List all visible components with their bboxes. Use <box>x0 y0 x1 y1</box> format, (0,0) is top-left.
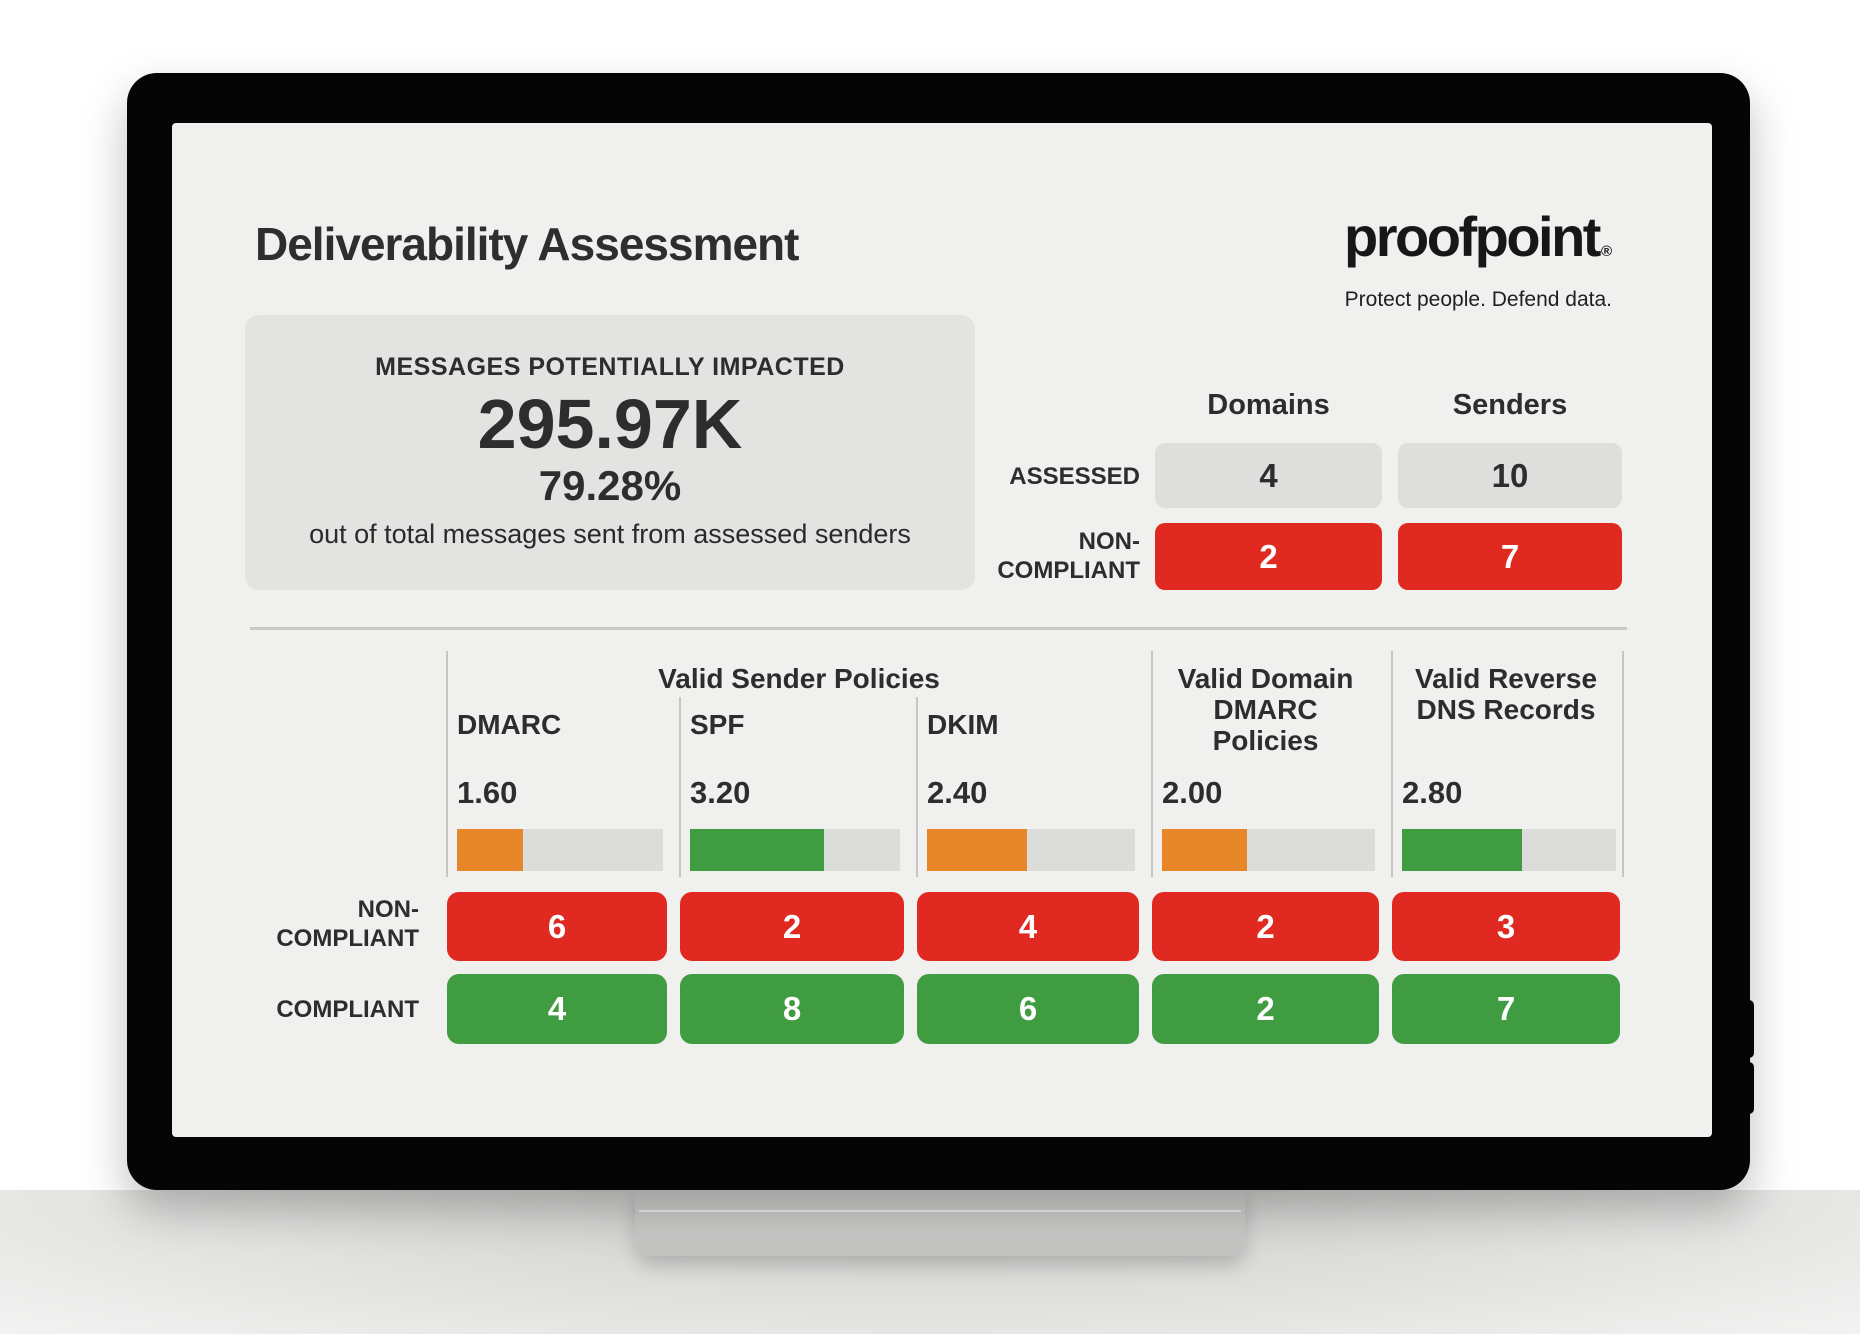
brand-tagline: Protect people. Defend data. <box>1344 288 1612 311</box>
compliant-count: 8 <box>680 974 904 1044</box>
assessed-domains-value: 4 <box>1155 443 1382 508</box>
summary-row-label-assessed: ASSESSED <box>1009 463 1140 490</box>
noncompliant-count: 4 <box>917 892 1139 961</box>
policy-column-dmarc: DMARC 1.60 6 4 <box>447 651 667 1045</box>
dashboard-screen: Deliverability Assessment proofpoint ® Pr… <box>172 123 1712 1137</box>
impact-percent: 79.28% <box>538 462 682 509</box>
section-divider <box>250 627 1627 630</box>
column-label: DKIM <box>927 709 999 740</box>
noncompliant-count: 2 <box>680 892 904 961</box>
policy-column-dkim: DKIM 2.40 4 6 <box>917 651 1139 1045</box>
monitor-stand <box>635 1186 1245 1256</box>
logo-text: proofpoint <box>1344 205 1601 268</box>
noncompliant-domains-value: 2 <box>1155 523 1382 590</box>
label-line: NON- <box>357 896 419 923</box>
column-separator <box>1391 651 1393 877</box>
header-line: DMARC <box>1213 694 1318 725</box>
table-row-label-noncompliant: NON- COMPLIANT <box>192 895 419 953</box>
column-separator <box>1151 651 1153 877</box>
compliant-count: 6 <box>917 974 1139 1044</box>
column-header: Valid Reverse DNS Records <box>1392 663 1620 725</box>
header-line: Valid Reverse <box>1414 663 1598 694</box>
summary-column-header-senders: Senders <box>1452 389 1568 421</box>
header-line: Policies <box>1212 725 1319 756</box>
score-bar <box>1402 829 1616 871</box>
score-bar <box>690 829 900 871</box>
proofpoint-logo: proofpoint ® Protect people. Defend data. <box>1344 209 1612 312</box>
score-bar <box>927 829 1135 871</box>
logo-wordmark: proofpoint ® <box>1344 209 1612 280</box>
score-bar-fill <box>1162 829 1248 871</box>
monitor-bezel: Deliverability Assessment proofpoint ® Pr… <box>127 73 1750 1190</box>
score-value: 3.20 <box>690 775 751 810</box>
valid-sender-policies-header: Valid Sender Policies <box>658 663 940 694</box>
score-bar <box>457 829 663 871</box>
score-value: 2.00 <box>1162 775 1223 810</box>
messages-impacted-card: MESSAGES POTENTIALLY IMPACTED 295.97K 79… <box>245 315 975 590</box>
noncompliant-count: 3 <box>1392 892 1620 961</box>
score-bar-fill <box>1402 829 1522 871</box>
label-line: NON- <box>1078 528 1140 555</box>
column-separator <box>446 651 448 877</box>
table-row-label-compliant: COMPLIANT <box>276 996 419 1023</box>
score-bar-fill <box>927 829 1027 871</box>
policy-column-spf: SPF 3.20 2 8 <box>680 651 904 1045</box>
score-value: 2.80 <box>1402 775 1463 810</box>
impact-caption: out of total messages sent from assessed… <box>309 519 911 549</box>
registered-mark: ® <box>1600 243 1612 260</box>
score-bar-fill <box>457 829 523 871</box>
score-value: 1.60 <box>457 775 518 810</box>
header-line: DNS Records <box>1416 694 1596 725</box>
impact-label: MESSAGES POTENTIALLY IMPACTED <box>375 353 845 381</box>
impact-value: 295.97K <box>477 385 743 463</box>
column-label: SPF <box>690 709 745 740</box>
compliant-count: 7 <box>1392 974 1620 1044</box>
column-header: Valid Domain DMARC Policies <box>1152 663 1379 756</box>
page-title: Deliverability Assessment <box>255 218 799 270</box>
noncompliant-count: 6 <box>447 892 667 961</box>
column-label: DMARC <box>457 709 562 740</box>
column-separator <box>679 697 681 877</box>
column-separator <box>1622 651 1624 877</box>
header-line: Valid Domain <box>1177 663 1354 694</box>
policy-column-valid-domain-dmarc: Valid Domain DMARC Policies 2.00 2 2 <box>1152 651 1379 1045</box>
compliant-count: 2 <box>1152 974 1379 1044</box>
summary-column-header-domains: Domains <box>1207 389 1330 421</box>
compliant-count: 4 <box>447 974 667 1044</box>
noncompliant-senders-value: 7 <box>1398 523 1622 590</box>
assessed-senders-value: 10 <box>1398 443 1622 508</box>
score-value: 2.40 <box>927 775 988 810</box>
column-separator <box>916 697 918 877</box>
score-bar-fill <box>690 829 825 871</box>
score-bar <box>1162 829 1375 871</box>
summary-row-label-noncompliant: NON- COMPLIANT <box>872 527 1140 585</box>
policy-column-valid-reverse-dns: Valid Reverse DNS Records 2.80 3 7 <box>1392 651 1620 1045</box>
label-line: COMPLIANT <box>997 557 1140 584</box>
label-line: COMPLIANT <box>276 925 419 952</box>
noncompliant-count: 2 <box>1152 892 1379 961</box>
